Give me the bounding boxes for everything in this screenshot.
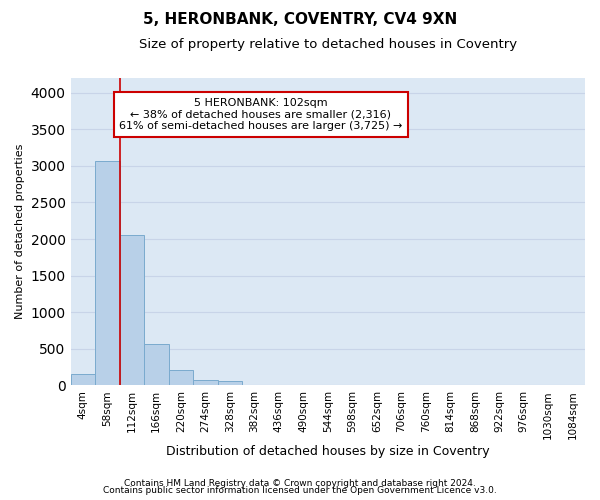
- X-axis label: Distribution of detached houses by size in Coventry: Distribution of detached houses by size …: [166, 444, 490, 458]
- Text: Contains HM Land Registry data © Crown copyright and database right 2024.: Contains HM Land Registry data © Crown c…: [124, 478, 476, 488]
- Text: Contains public sector information licensed under the Open Government Licence v3: Contains public sector information licen…: [103, 486, 497, 495]
- Y-axis label: Number of detached properties: Number of detached properties: [15, 144, 25, 320]
- Bar: [119, 234, 144, 386]
- Bar: [169, 370, 193, 386]
- Bar: [218, 382, 242, 386]
- Text: 5, HERONBANK, COVENTRY, CV4 9XN: 5, HERONBANK, COVENTRY, CV4 9XN: [143, 12, 457, 28]
- Bar: [193, 380, 218, 386]
- Bar: [144, 344, 169, 386]
- Title: Size of property relative to detached houses in Coventry: Size of property relative to detached ho…: [139, 38, 517, 51]
- Text: 5 HERONBANK: 102sqm
← 38% of detached houses are smaller (2,316)
61% of semi-det: 5 HERONBANK: 102sqm ← 38% of detached ho…: [119, 98, 403, 131]
- Bar: [95, 162, 119, 386]
- Bar: [71, 374, 95, 386]
